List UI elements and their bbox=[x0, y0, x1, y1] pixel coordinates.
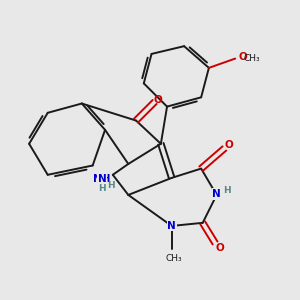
Text: CH₃: CH₃ bbox=[166, 254, 182, 263]
Text: N: N bbox=[212, 189, 221, 199]
Text: H: H bbox=[107, 181, 114, 190]
Text: O: O bbox=[215, 243, 224, 253]
Text: N: N bbox=[167, 221, 176, 231]
Text: O: O bbox=[239, 52, 248, 62]
Text: NH: NH bbox=[93, 174, 111, 184]
Text: N: N bbox=[98, 174, 106, 184]
Text: O: O bbox=[225, 140, 233, 150]
Text: O: O bbox=[153, 95, 162, 105]
Text: CH₃: CH₃ bbox=[244, 54, 260, 63]
Text: H: H bbox=[223, 186, 230, 195]
Text: H: H bbox=[98, 184, 106, 193]
